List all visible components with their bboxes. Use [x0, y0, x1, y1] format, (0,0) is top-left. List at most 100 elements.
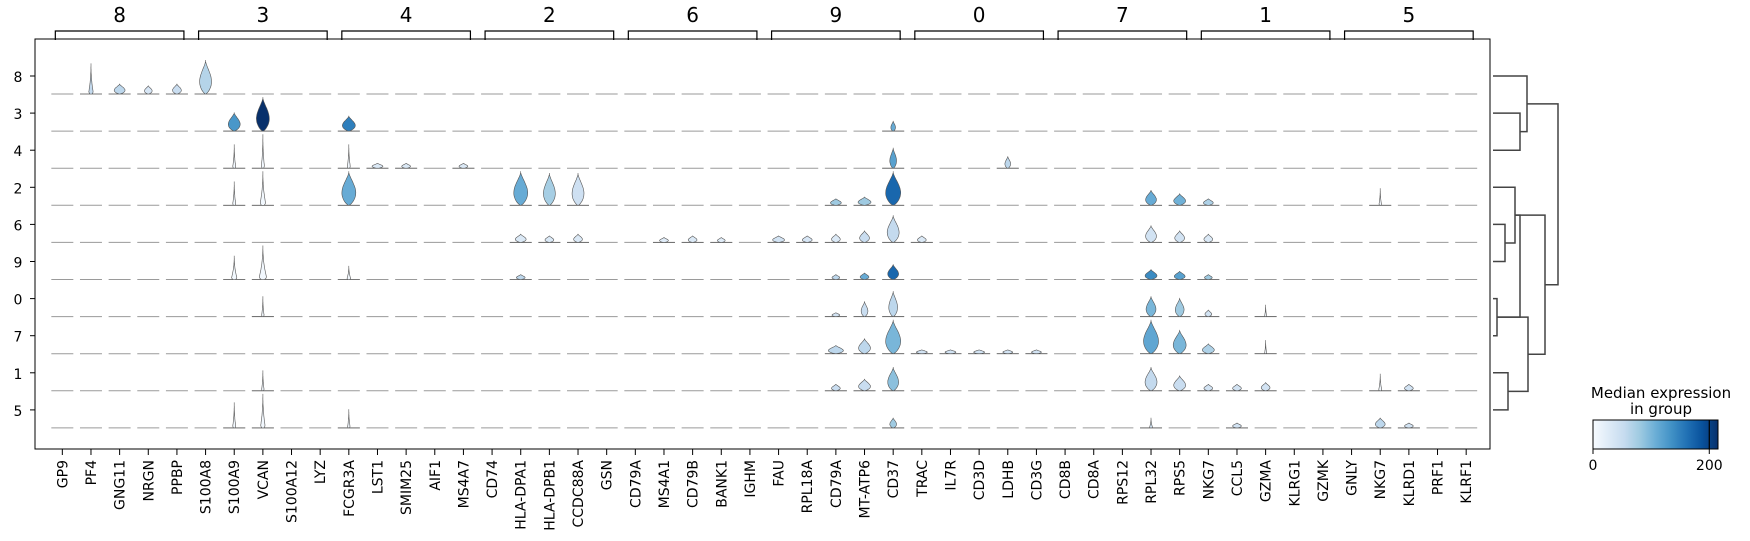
violin [1254, 304, 1277, 317]
violin [1168, 297, 1191, 317]
row-dendrogram [1493, 75, 1559, 411]
dendrogram-link [1493, 223, 1506, 263]
violin [767, 235, 790, 243]
colorbar: Median expression in group 0 200 [1589, 384, 1732, 474]
group-bracket [54, 30, 185, 40]
violin [824, 198, 847, 206]
x-tick-label: IL7R [943, 460, 959, 491]
violin [681, 235, 704, 243]
x-tick-label: CD79A [628, 460, 644, 508]
violin [1369, 373, 1392, 392]
violin [710, 237, 733, 243]
violin [910, 349, 933, 354]
violin [1197, 384, 1220, 392]
x-tick-label: S100A12 [285, 460, 301, 523]
violin [1197, 198, 1220, 206]
x-tick-label: RPL32 [1144, 460, 1160, 504]
x-tick-label: RPS12 [1115, 460, 1131, 505]
y-tick-label: 6 [14, 218, 23, 234]
violin [996, 156, 1019, 169]
violin [1140, 269, 1163, 280]
y-tick-label: 3 [14, 107, 23, 123]
x-tick-label: CCDC88A [571, 460, 587, 528]
x-tick-label: MS4A1 [657, 460, 673, 508]
x-tick-label: GP9 [55, 460, 71, 488]
violin [1140, 190, 1163, 206]
violin [1168, 271, 1191, 280]
violin [137, 85, 160, 95]
violin [1197, 233, 1220, 243]
group-bracket [484, 30, 615, 40]
violin [853, 378, 876, 392]
colorbar-title-line1: Median expression [1591, 384, 1731, 402]
violin [1397, 422, 1420, 429]
group-bracket [1057, 30, 1188, 40]
violin [509, 274, 532, 280]
violin [108, 83, 131, 95]
x-tick-label: RPL18A [800, 460, 816, 514]
group-label: 3 [257, 3, 270, 27]
violin [1369, 188, 1392, 206]
violin [251, 245, 274, 280]
x-tick-label: SMIM25 [399, 460, 415, 515]
x-tick-label: LYZ [313, 460, 329, 484]
y-tick-label: 2 [14, 181, 23, 197]
y-tick-label: 5 [14, 404, 23, 420]
x-tick-label: NKG7 [1373, 460, 1389, 499]
group-brackets: 8 3 4 2 6 9 0 7 1 5 [54, 3, 1474, 40]
x-tick-label: FAU [772, 460, 788, 487]
group-label: 8 [113, 3, 126, 27]
violin [1225, 384, 1248, 392]
violin [910, 235, 933, 243]
violin [882, 367, 905, 392]
violin [853, 196, 876, 206]
group-label: 0 [973, 3, 986, 27]
violin [882, 417, 905, 429]
x-tick-label: GNG11 [113, 460, 129, 510]
dendrogram-link [1527, 103, 1559, 286]
violin [395, 163, 418, 169]
x-tick-label: VCAN [256, 460, 272, 499]
violin [1168, 375, 1191, 392]
violin [939, 349, 962, 354]
x-tick-label: CD8B [1058, 460, 1074, 499]
violin [853, 272, 876, 280]
dendrogram-link [1497, 316, 1529, 393]
x-tick-label: AIF1 [428, 460, 444, 491]
violin [1369, 417, 1392, 429]
violin [1197, 309, 1220, 317]
violin [567, 233, 590, 243]
x-tick-label: PF4 [84, 460, 100, 485]
dendrogram-link [1493, 297, 1498, 337]
y-tick-label: 7 [14, 330, 23, 346]
x-tick-label: CD3D [972, 460, 988, 500]
group-label: 1 [1259, 3, 1272, 27]
violin [251, 296, 274, 317]
violin [251, 97, 274, 132]
violin [223, 181, 246, 206]
x-tick-label: GZMK [1316, 459, 1332, 502]
x-tick-label: GSN [600, 460, 616, 490]
violin [1140, 296, 1163, 317]
x-tick-label: FCGR3A [342, 460, 358, 517]
group-bracket [341, 30, 472, 40]
violin [337, 265, 360, 280]
y-axis: 8 3 4 2 6 9 0 7 1 5 [14, 70, 35, 420]
violin [337, 144, 360, 169]
violin [337, 409, 360, 429]
violin [251, 134, 274, 169]
x-tick-label: KLRD1 [1402, 460, 1418, 506]
x-tick-label: BANK1 [714, 460, 730, 508]
x-tick-label: KLRG1 [1287, 460, 1303, 506]
violin [824, 274, 847, 280]
x-tick-label: CD3G [1029, 460, 1045, 500]
y-tick-label: 0 [14, 293, 23, 309]
x-tick-label: KLRF1 [1459, 460, 1475, 504]
violin [882, 147, 905, 169]
violin [509, 233, 532, 243]
x-tick-label: PRF1 [1431, 460, 1447, 495]
group-label: 9 [830, 3, 843, 27]
x-tick-label: CCL5 [1230, 460, 1246, 496]
y-tick-label: 4 [14, 144, 23, 160]
